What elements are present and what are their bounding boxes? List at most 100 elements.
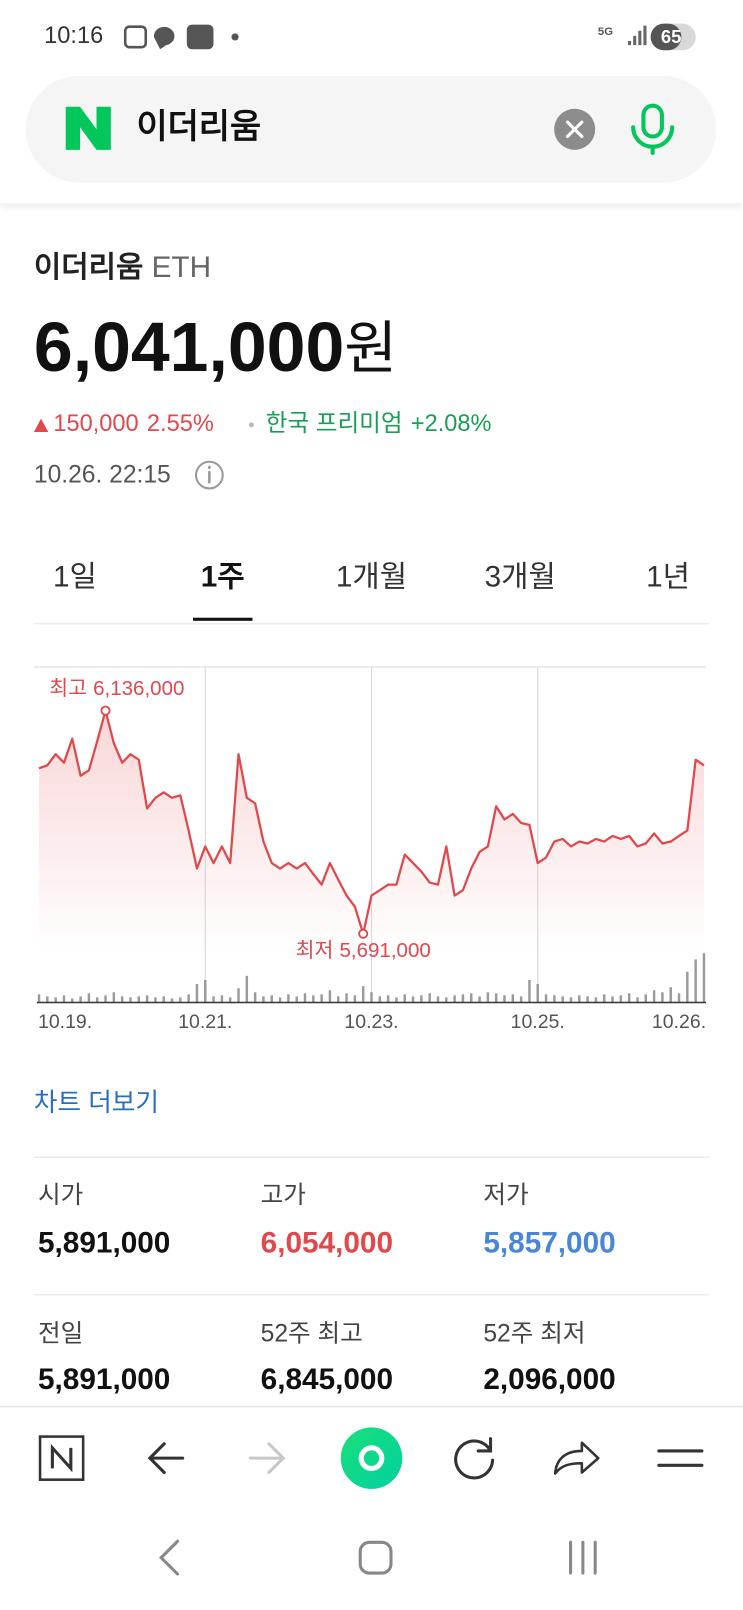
- volume-bar: [544, 994, 548, 1003]
- stat-label: 전일: [38, 1320, 83, 1347]
- volume-bar: [262, 996, 265, 1003]
- volume-bar: [386, 995, 390, 1003]
- volume-bar: [611, 996, 614, 1003]
- volume-bar: [503, 995, 506, 1003]
- back-button[interactable]: [147, 1442, 185, 1475]
- volume-bar: [253, 992, 257, 1003]
- volume-bar: [428, 993, 431, 1003]
- forward-button[interactable]: [248, 1442, 286, 1475]
- volume-bar: [46, 996, 49, 1003]
- stat-value: 5,857,000: [483, 1227, 615, 1260]
- volume-bar: [353, 995, 357, 1003]
- volume-bar: [295, 996, 298, 1003]
- x-tick-label: 10.25.: [511, 1011, 565, 1033]
- volume-bar: [245, 975, 249, 1003]
- volume-bar: [270, 995, 273, 1003]
- volume-bar: [104, 995, 107, 1003]
- premium: 한국 프리미엄 +2.08%: [266, 410, 492, 437]
- home-n-button[interactable]: [38, 1435, 85, 1481]
- volume-bar: [569, 997, 573, 1003]
- volume-bar: [54, 997, 57, 1003]
- volume-bar: [154, 997, 157, 1003]
- volume-bar: [677, 993, 681, 1003]
- volume-bar: [686, 971, 689, 1003]
- stat-label: 시가: [38, 1181, 83, 1209]
- tabs-divider: [33, 622, 710, 625]
- volume-bar: [71, 998, 74, 1003]
- volume-bar: [652, 990, 656, 1003]
- volume-bar: [112, 992, 116, 1003]
- low-label-value: 5,691,000: [340, 940, 431, 963]
- volume-bar: [170, 998, 174, 1003]
- price-line: [38, 709, 705, 935]
- volume-bar: [87, 993, 91, 1003]
- info-icon[interactable]: [195, 460, 224, 490]
- share-button[interactable]: [553, 1441, 600, 1475]
- volume-bar: [411, 996, 415, 1003]
- volume-bar: [669, 987, 672, 1003]
- chart: 10.19. 10.21. 10.23. 10.25. 10.26. 최고 6,136,00…: [33, 666, 706, 1033]
- naver-logo[interactable]: [65, 106, 111, 150]
- volume-bar: [644, 994, 648, 1003]
- period-tab[interactable]: 1주: [201, 561, 245, 594]
- low-marker: [358, 928, 369, 939]
- price-area: [39, 710, 704, 955]
- volume-bar: [228, 997, 232, 1003]
- volume-bar: [62, 995, 66, 1003]
- period-tab[interactable]: 1년: [646, 561, 690, 594]
- volume-bar: [120, 996, 124, 1003]
- menu-button[interactable]: [657, 1449, 704, 1467]
- high-marker: [100, 705, 111, 716]
- volume-bar: [79, 996, 82, 1003]
- voice-button[interactable]: [631, 103, 675, 155]
- status-icons: [123, 24, 647, 50]
- period-tabs: 1일 1주 1개월 3개월 1년: [53, 561, 690, 621]
- volume-bar: [361, 986, 365, 1003]
- x-tick-label: 10.26.: [652, 1011, 706, 1033]
- volume-bar: [602, 994, 606, 1003]
- volume-bar: [195, 984, 199, 1003]
- whale-button[interactable]: [340, 1427, 403, 1489]
- x-tick-label: 10.23.: [344, 1011, 398, 1033]
- period-tab[interactable]: 1일: [53, 561, 97, 594]
- battery-level: [650, 23, 682, 51]
- system-back[interactable]: [158, 1539, 180, 1576]
- tab-underline: [192, 617, 253, 621]
- volume-bar: [378, 996, 382, 1003]
- stat-label: 52주 최고: [261, 1319, 363, 1347]
- more-chart-link[interactable]: 차트 더보기: [34, 1088, 159, 1117]
- divider: [33, 1156, 710, 1158]
- volume-bar: [536, 984, 539, 1003]
- volume-bar: [129, 997, 132, 1003]
- clear-button[interactable]: [554, 108, 596, 150]
- volume-bar: [403, 994, 406, 1003]
- volume-bar: [627, 993, 631, 1003]
- stat-label: 고가: [261, 1181, 306, 1209]
- refresh-button[interactable]: [454, 1437, 495, 1480]
- coin-name: 이더리움: [34, 251, 143, 284]
- volume-bar: [204, 979, 207, 1003]
- system-recent[interactable]: [569, 1540, 597, 1575]
- search-box[interactable]: [25, 75, 717, 183]
- battery-text: 65: [661, 26, 682, 47]
- volume-bar: [619, 995, 623, 1003]
- stats-grid: 시가 5,891,000 고가 6,054,000 저가 5,857,000 전일 5,891…: [38, 1181, 616, 1396]
- period-tab[interactable]: 3개월: [485, 561, 556, 594]
- x-tick-label: 10.21.: [178, 1011, 232, 1033]
- volume-bar: [420, 995, 423, 1003]
- status-time: 10:16: [44, 23, 103, 49]
- volume-bar: [370, 992, 373, 1003]
- period-tab[interactable]: 1개월: [336, 561, 407, 594]
- change: 150,000 2.55%: [53, 411, 213, 437]
- bottom-bar-border: [0, 1405, 743, 1408]
- high-label: 최고 6,136,000: [49, 678, 184, 701]
- system-home[interactable]: [358, 1540, 393, 1575]
- search-query[interactable]: 이더리움: [137, 108, 262, 146]
- quote-time: 10.26. 22:15: [34, 462, 171, 489]
- volume-bar: [702, 953, 706, 1003]
- volume-bar: [395, 997, 398, 1003]
- high-label-prefix: 최고: [49, 678, 87, 701]
- volume-bar: [212, 996, 215, 1003]
